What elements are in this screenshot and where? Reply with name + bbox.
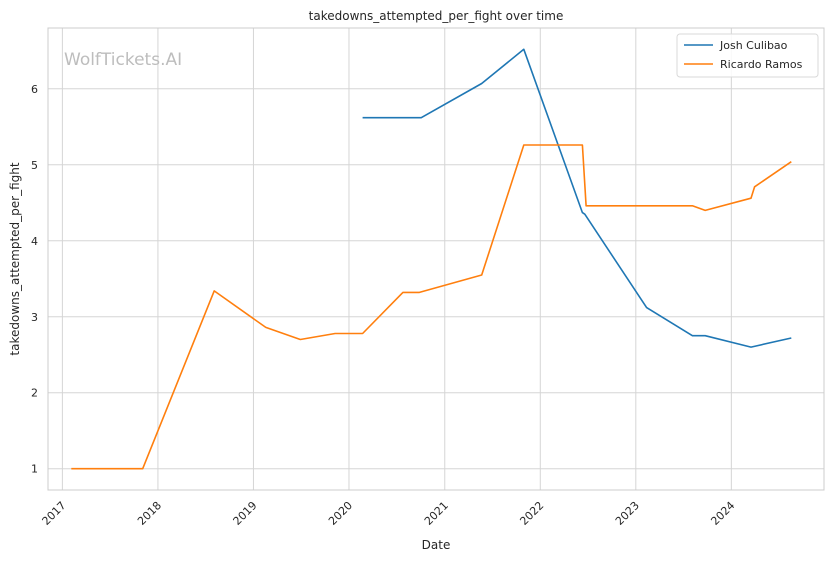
y-tick-label: 6 [31, 83, 38, 96]
plot-area-border [47, 27, 825, 491]
watermark-text: WolfTickets.AI [64, 50, 182, 70]
chart-title: takedowns_attempted_per_fight over time [309, 9, 564, 23]
series-line-josh-culibao [362, 48, 792, 348]
y-tick-label: 4 [31, 235, 38, 248]
y-tick-label: 3 [31, 311, 38, 324]
legend-label-ricardo-ramos: Ricardo Ramos [720, 58, 803, 71]
x-axis-title: Date [422, 538, 451, 552]
legend-label-josh-culibao: Josh Culibao [719, 39, 788, 52]
y-axis-title: takedowns_attempted_per_fight [8, 162, 22, 355]
grid [48, 28, 824, 490]
y-axis-ticks: 1 2 3 4 5 6 [31, 83, 38, 476]
y-tick-label: 5 [31, 159, 38, 172]
y-tick-label: 1 [31, 463, 38, 476]
series-lines [71, 48, 792, 470]
legend: Josh Culibao Ricardo Ramos [676, 33, 819, 78]
series-line-ricardo-ramos [71, 144, 792, 470]
y-tick-label: 2 [31, 387, 38, 400]
